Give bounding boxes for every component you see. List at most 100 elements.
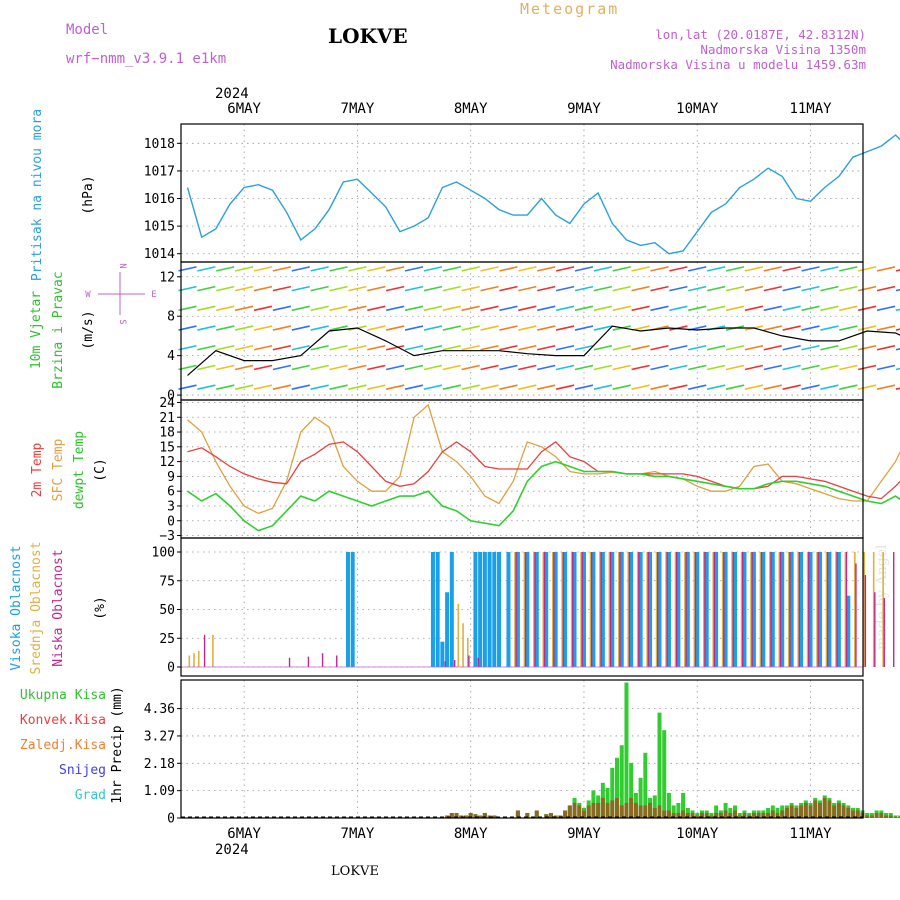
precip-conv-bar [596,802,601,818]
wind-barb [348,384,367,390]
wind-barb [801,344,820,351]
precip-conv-bar [874,812,879,818]
precip-conv-bar [784,807,789,818]
precip-conv-bar [879,812,884,818]
wind-barb [404,285,424,292]
cloud-bar [827,552,832,667]
cloud-bar [751,552,756,667]
wind-barb [839,266,858,272]
wind-barb [801,305,820,312]
wind-barb [631,266,650,272]
wind-barb [612,364,631,371]
wind-barb [593,344,613,351]
wind-barb [216,325,235,331]
wind-barb [480,266,499,272]
cloud-bar [883,598,885,667]
cloud-bar [787,552,790,667]
precip-conv-bar [478,815,483,818]
cloud-bar [619,552,624,667]
wind-barb [348,364,367,371]
cloud-bar [610,552,615,667]
wind-barb [423,285,443,292]
precip-conv-bar [652,807,657,818]
wind-barb [574,384,594,390]
y-tick-label: 0 [167,661,175,676]
precip-conv-bar [619,805,624,818]
wind-barb [782,344,801,351]
cloud-bar [197,650,200,667]
wind-barb [348,344,367,351]
wind-barb [423,384,443,390]
cloud-bar [482,552,487,667]
wind-barb [650,344,669,351]
precip-conv-bar [846,807,851,818]
precip-total-bar [610,767,615,818]
cloud-bar [562,552,564,667]
wind-barb [329,384,348,390]
precip-conv-bar [851,810,856,818]
wind-barb [329,325,348,331]
cloud-bar [779,552,782,667]
cloud-bar [778,552,781,667]
meteogram-label: Meteogram [520,0,619,18]
precip-conv-bar [591,802,596,818]
wind-barb [555,266,575,272]
precip-conv-bar [548,812,553,818]
wind-barb [858,384,877,390]
wind-barb [386,384,405,390]
cloud-bar [685,552,687,667]
cloud-bar [732,552,734,667]
precip-conv-bar [515,810,520,818]
wind-barb [386,305,405,312]
precip-conv-bar [869,815,874,818]
wind-barb [895,387,900,390]
wind-barb [763,384,782,390]
wind-barb [518,344,537,351]
wind-barb [744,305,764,312]
precip-conv-bar [799,805,804,818]
wind-barb [612,305,631,312]
wind-barb [329,364,348,371]
cloud-bar [845,552,848,667]
cloud-bar [825,552,828,667]
precip-conv-bar [586,805,591,818]
wind-barb [650,266,669,272]
wind-barb [272,364,292,371]
precip-conv-bar [624,802,629,818]
cloud-bar [761,552,766,667]
wind-barb [234,384,254,390]
cloud-bar [533,552,535,667]
wind-barb [744,364,764,371]
cloud-bar [723,552,725,667]
cloud-bar [618,552,620,667]
wind-barb [461,364,480,371]
y-tick-label: 1018 [144,137,175,152]
wind-barb [537,364,556,371]
cloud-bar [193,653,195,667]
precip-conv-bar [723,810,728,818]
precip-conv-bar [803,802,808,818]
wind-barb [234,344,254,351]
wind-barb [386,266,405,272]
wind-barb [688,364,707,371]
wind-barb [461,266,480,272]
wind-barb [631,364,650,371]
cloud-bar [468,655,470,667]
cloud-bar [872,552,875,667]
precip-conv-bar [728,812,733,818]
precip-conv-bar [676,812,681,818]
cloud-bar [462,623,464,667]
wind-barb [499,384,518,390]
precip-total-bar [676,802,681,818]
cloud-bar [714,552,719,667]
wind-barb [442,285,461,292]
wind-barb [574,325,594,331]
cloud-bar [288,657,291,667]
y-tick-label: 25 [159,632,175,647]
model-altitude-label: Nadmorska Visina u modelu 1459.63m [610,57,866,72]
wind-barb [537,305,556,312]
cloud-bar [685,552,690,667]
precip-conv-bar [898,816,900,818]
wind-barb [669,266,688,272]
